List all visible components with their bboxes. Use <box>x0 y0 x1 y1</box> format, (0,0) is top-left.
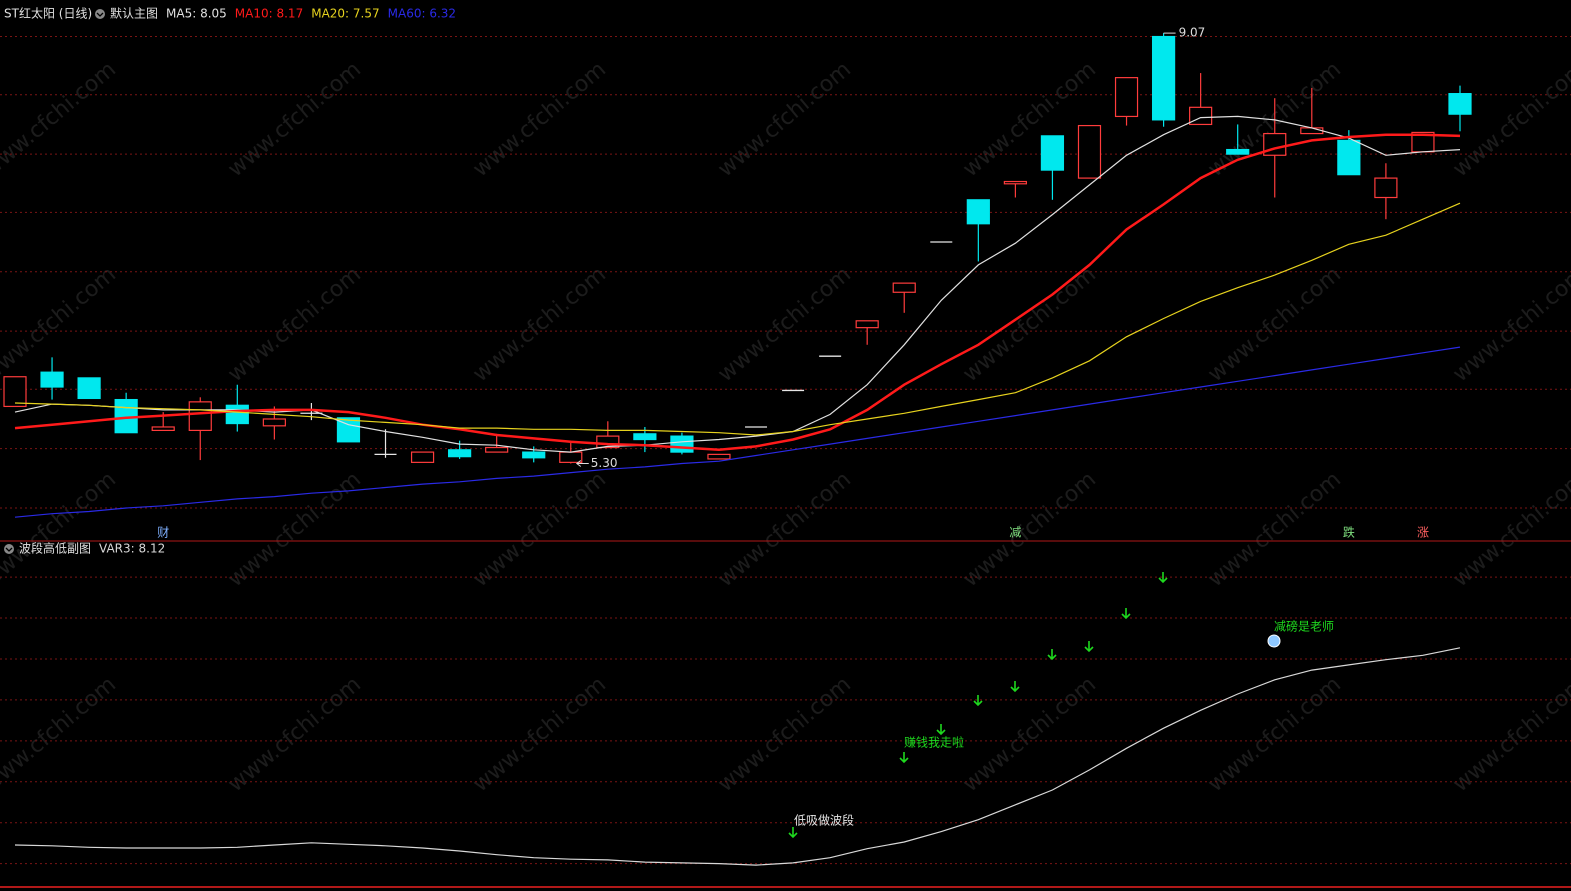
candle-body <box>1448 93 1472 115</box>
candle-body <box>707 453 731 460</box>
watermark: www.cfchi.com <box>1203 672 1345 797</box>
candle-body <box>966 199 990 225</box>
annotation: 赚钱我走啦 <box>904 735 964 750</box>
candle-body <box>1189 106 1213 126</box>
watermark: www.cfchi.com <box>1448 467 1571 592</box>
legend-entry: MA60: 6.32 <box>388 7 456 21</box>
candle-body <box>225 404 249 425</box>
event-marker: 涨 <box>1417 525 1429 540</box>
candle-body <box>1300 127 1324 135</box>
watermark: www.cfchi.com <box>468 57 610 182</box>
candle-body <box>559 451 583 463</box>
candle-body <box>670 435 694 453</box>
candle-body <box>1040 135 1065 171</box>
legend-entry: MA5: 8.05 <box>166 7 227 21</box>
watermark: www.cfchi.com <box>958 467 1100 592</box>
high-label: 9.07 <box>1179 26 1206 40</box>
watermark: www.cfchi.com <box>223 467 365 592</box>
watermark: www.cfchi.com <box>0 57 121 182</box>
annotation: 减磅是老师 <box>1274 619 1334 634</box>
legend-entry: VAR3: 8.12 <box>99 542 165 556</box>
candle-body <box>1374 177 1398 199</box>
line-series <box>14 346 1461 518</box>
candle-body <box>262 418 286 427</box>
annotation: 低吸做波段 <box>794 813 854 828</box>
candle-body <box>855 320 879 329</box>
signal-arrows <box>788 572 1168 839</box>
grid <box>0 36 1571 865</box>
line-series <box>14 202 1461 436</box>
candle-body <box>151 426 175 432</box>
candle-body <box>1226 148 1250 155</box>
candle-body <box>1003 180 1027 185</box>
candle-body <box>633 433 657 441</box>
candle-body <box>188 401 212 432</box>
candle-body <box>336 417 361 443</box>
watermark: www.cfchi.com <box>468 262 610 387</box>
candle-body <box>596 435 620 449</box>
watermark: www.cfchi.com <box>0 467 121 592</box>
watermark: www.cfchi.com <box>0 672 121 797</box>
watermark: www.cfchi.com <box>0 262 121 387</box>
menu-icon[interactable] <box>95 9 105 19</box>
watermark: www.cfchi.com <box>468 467 610 592</box>
watermark: www.cfchi.com <box>1203 467 1345 592</box>
legend-entry: MA10: 8.17 <box>235 7 303 21</box>
candle-body <box>448 449 472 458</box>
candle-body <box>410 451 435 463</box>
watermark: www.cfchi.com <box>1448 672 1571 797</box>
watermark: www.cfchi.com <box>958 262 1100 387</box>
low-arrow <box>575 460 589 467</box>
candle-body <box>77 377 101 400</box>
candle-body <box>1077 124 1102 179</box>
watermark: www.cfchi.com <box>223 262 365 387</box>
event-marker: 减 <box>1009 526 1021 540</box>
chart-title: ST红太阳 (日线) <box>4 6 92 21</box>
event-marker: 财 <box>157 526 169 540</box>
candle-body <box>1114 77 1139 118</box>
watermark: www.cfchi.com <box>468 672 610 797</box>
chart-subtitle: 默认主图 <box>110 6 158 21</box>
watermark: www.cfchi.com <box>958 672 1100 797</box>
subchart-title: 波段高低副图 <box>19 541 91 556</box>
candle-body <box>3 376 27 408</box>
event-marker: 跌 <box>1343 525 1355 540</box>
signal-ball <box>1267 634 1281 648</box>
watermark: www.cfchi.com <box>1448 57 1571 182</box>
watermarks: www.cfchi.com www.cfchi.com www.cfchi.com w… <box>0 57 1571 797</box>
legend-entry: MA20: 7.57 <box>311 7 379 21</box>
candle-body <box>522 451 546 459</box>
watermark: www.cfchi.com <box>713 672 855 797</box>
candle-body <box>1337 139 1361 176</box>
watermark: www.cfchi.com <box>713 262 855 387</box>
menu-icon[interactable] <box>4 544 14 554</box>
menu-icon-arrow <box>96 12 104 17</box>
watermark: www.cfchi.com <box>1448 262 1571 387</box>
menu-icon-arrow <box>5 547 13 552</box>
watermark: www.cfchi.com <box>223 672 365 797</box>
watermark: www.cfchi.com <box>713 467 855 592</box>
low-label: 5.30 <box>591 456 618 470</box>
watermark: www.cfchi.com <box>713 57 855 182</box>
candle-body <box>40 371 64 388</box>
candle-body <box>1151 35 1176 121</box>
line-series <box>14 647 1461 866</box>
plot: 9.07 5.30 财 减 跌 涨 <box>3 26 1472 866</box>
candle-body <box>485 446 509 453</box>
line-series <box>14 133 1461 452</box>
watermark: www.cfchi.com <box>223 57 365 182</box>
candle-body <box>892 282 916 293</box>
